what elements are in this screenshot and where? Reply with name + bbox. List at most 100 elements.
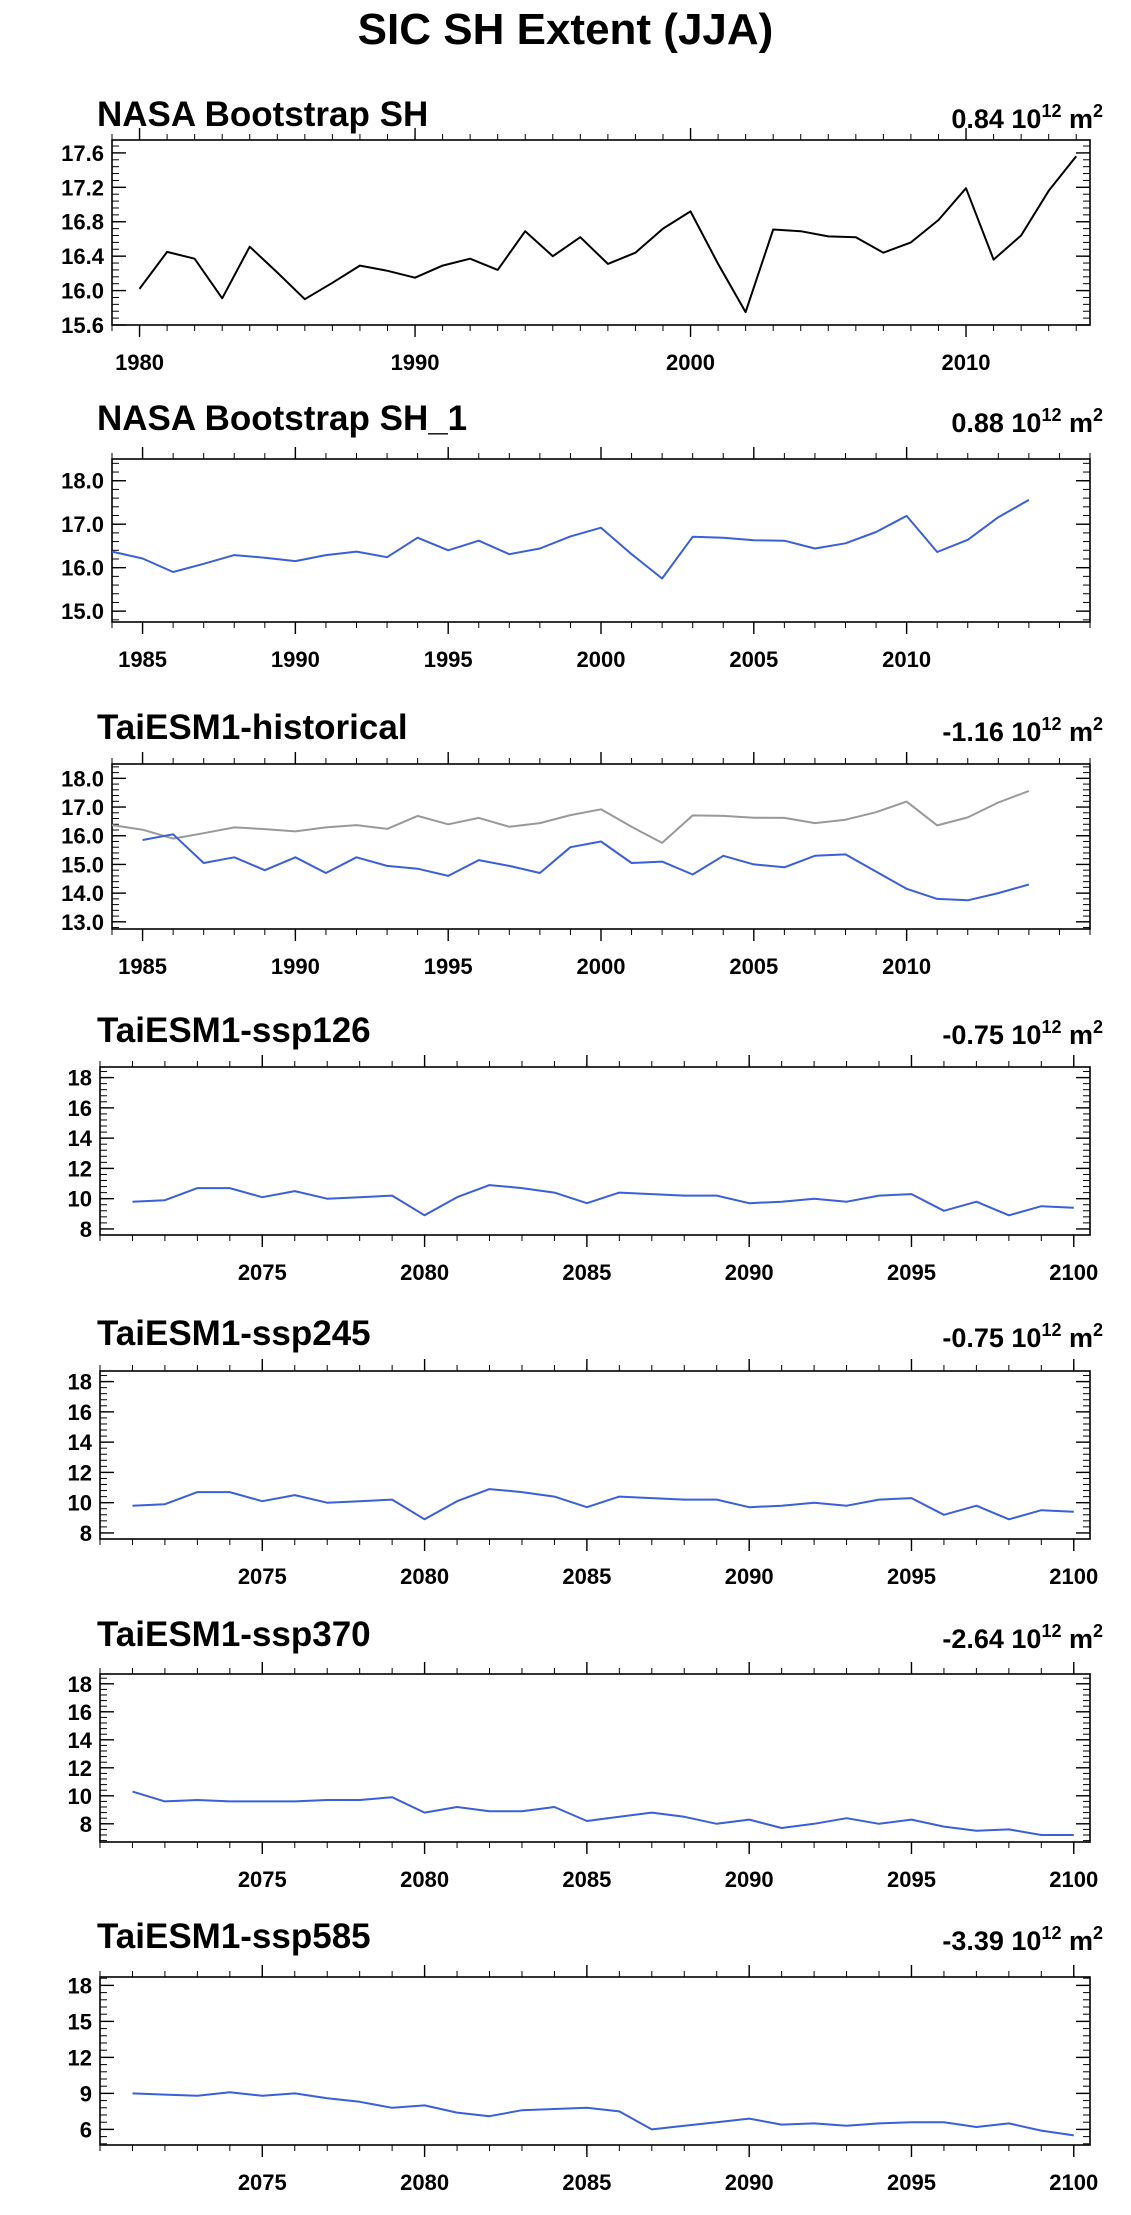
y-tick-label: 12 — [68, 1156, 92, 1181]
x-tick-label: 2080 — [400, 1867, 449, 1892]
x-tick-label: 1990 — [271, 954, 320, 979]
x-tick-label: 2075 — [238, 2170, 287, 2195]
y-tick-label: 12 — [68, 1756, 92, 1781]
x-tick-label: 2000 — [666, 350, 715, 375]
series-line-1 — [132, 1488, 1074, 1521]
y-tick-label: 14 — [68, 1430, 93, 1455]
y-tick-label: 16 — [68, 1400, 92, 1425]
y-tick-label: 15.6 — [61, 313, 104, 338]
plot-frame — [111, 139, 1091, 326]
y-tick-label: 15.0 — [61, 599, 104, 624]
x-tick-label: 1990 — [271, 647, 320, 672]
plot-frame — [99, 1673, 1091, 1843]
series-line-2 — [142, 833, 1030, 902]
page-title: SIC SH Extent (JJA) — [357, 5, 774, 54]
series-line-1 — [132, 1184, 1074, 1217]
trend-label: -3.39 1012 m2 — [942, 1923, 1103, 1956]
plot-frame — [111, 763, 1091, 930]
x-tick-label: 2000 — [577, 647, 626, 672]
panel-title: TaiESM1-ssp585 — [97, 1917, 371, 1956]
x-tick-label: 2005 — [729, 647, 778, 672]
x-tick-label: 2080 — [400, 2170, 449, 2195]
x-tick-label: 2010 — [882, 954, 931, 979]
y-tick-label: 13.0 — [61, 910, 104, 935]
x-tick-label: 2095 — [887, 1260, 936, 1285]
y-tick-label: 16 — [68, 1096, 92, 1121]
y-tick-label: 12 — [68, 1460, 92, 1485]
x-tick-label: 2100 — [1049, 1564, 1098, 1589]
plot-frame — [99, 1066, 1091, 1236]
x-tick-label: 2075 — [238, 1564, 287, 1589]
series-line-1 — [138, 155, 1077, 314]
x-tick-label: 2085 — [562, 2170, 611, 2195]
plot-frame — [111, 458, 1091, 623]
panel-title: TaiESM1-historical — [97, 708, 408, 747]
y-tick-label: 8 — [80, 1521, 92, 1546]
trend-label: -2.64 1012 m2 — [942, 1621, 1103, 1654]
trend-label: 0.88 1012 m2 — [951, 405, 1103, 438]
y-tick-label: 15 — [68, 2009, 92, 2034]
y-tick-label: 16.0 — [61, 824, 104, 849]
y-tick-label: 14 — [68, 1126, 93, 1151]
y-tick-label: 10 — [68, 1491, 92, 1516]
x-tick-label: 2090 — [725, 1564, 774, 1589]
y-tick-label: 15.0 — [61, 852, 104, 877]
x-tick-label: 2090 — [725, 1867, 774, 1892]
plot-frame — [99, 1370, 1091, 1540]
y-tick-label: 18.0 — [61, 469, 104, 494]
chart-panel-1: NASA Bootstrap SH 0.84 1012 m2 15.6 16.0 16.… — [61, 95, 1103, 375]
y-tick-label: 16.0 — [61, 556, 104, 581]
chart-panel-5: TaiESM1-ssp245 -0.75 1012 m2 8 10 12 14 16 18 20… — [68, 1314, 1103, 1589]
y-tick-label: 9 — [80, 2081, 92, 2106]
y-tick-label: 16.0 — [61, 279, 104, 304]
x-tick-label: 2080 — [400, 1260, 449, 1285]
panel-title: TaiESM1-ssp370 — [97, 1615, 371, 1654]
x-tick-label: 2100 — [1049, 2170, 1098, 2195]
y-tick-label: 17.0 — [61, 795, 104, 820]
panel-title: TaiESM1-ssp126 — [97, 1011, 371, 1050]
y-tick-label: 18.0 — [61, 766, 104, 791]
x-tick-label: 1995 — [424, 647, 473, 672]
y-tick-label: 18 — [68, 1370, 92, 1395]
x-tick-label: 2095 — [887, 1564, 936, 1589]
y-tick-label: 10 — [68, 1784, 92, 1809]
x-tick-label: 2085 — [562, 1564, 611, 1589]
y-tick-label: 14 — [68, 1728, 93, 1753]
y-tick-label: 18 — [68, 1973, 92, 1998]
chart-panel-6: TaiESM1-ssp370 -2.64 1012 m2 8 10 12 14 16 18 20… — [68, 1615, 1103, 1892]
plot-frame — [99, 1976, 1091, 2146]
chart-panel-4: TaiESM1-ssp126 -0.75 1012 m2 8 10 12 14 16 18 20… — [68, 1011, 1103, 1285]
x-tick-label: 2100 — [1049, 1260, 1098, 1285]
x-tick-label: 1985 — [118, 647, 167, 672]
x-tick-label: 2075 — [238, 1867, 287, 1892]
x-tick-label: 2090 — [725, 1260, 774, 1285]
x-tick-label: 1990 — [391, 350, 440, 375]
y-tick-label: 8 — [80, 1812, 92, 1837]
trend-label: -0.75 1012 m2 — [942, 1017, 1103, 1050]
y-tick-label: 6 — [80, 2117, 92, 2142]
y-tick-label: 17.0 — [61, 512, 104, 537]
x-tick-label: 2090 — [725, 2170, 774, 2195]
x-tick-label: 2010 — [882, 647, 931, 672]
x-tick-label: 2005 — [729, 954, 778, 979]
y-tick-label: 17.6 — [61, 141, 104, 166]
x-tick-label: 1985 — [118, 954, 167, 979]
y-tick-label: 12 — [68, 2045, 92, 2070]
trend-label: -0.75 1012 m2 — [942, 1320, 1103, 1353]
x-tick-label: 2095 — [887, 2170, 936, 2195]
chart-panel-2: NASA Bootstrap SH_1 0.88 1012 m2 15.0 16.0 1… — [61, 399, 1103, 672]
y-tick-label: 10 — [68, 1187, 92, 1212]
y-tick-label: 16.8 — [61, 210, 104, 235]
y-tick-label: 16 — [68, 1700, 92, 1725]
y-tick-label: 18 — [68, 1066, 92, 1091]
panel-title: NASA Bootstrap SH — [97, 95, 428, 134]
x-tick-label: 2000 — [577, 954, 626, 979]
x-tick-label: 1980 — [115, 350, 164, 375]
x-tick-label: 2080 — [400, 1564, 449, 1589]
panel-title: TaiESM1-ssp245 — [97, 1314, 371, 1353]
series-line-1 — [111, 790, 1030, 844]
y-tick-label: 8 — [80, 1217, 92, 1242]
series-line-1 — [132, 1790, 1074, 1836]
x-tick-label: 2075 — [238, 1260, 287, 1285]
